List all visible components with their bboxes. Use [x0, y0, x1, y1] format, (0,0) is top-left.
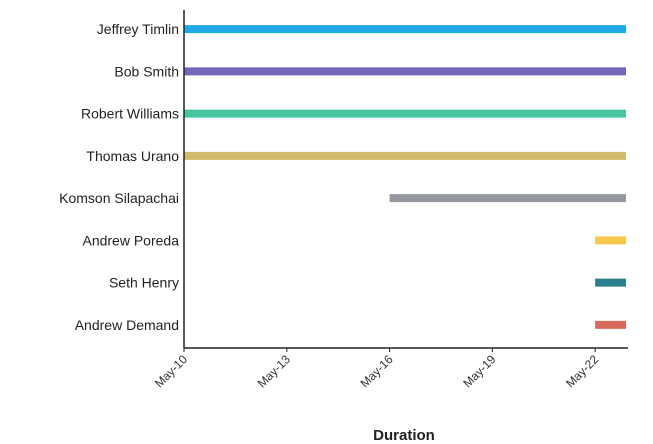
bar-robert-williams	[184, 109, 626, 118]
y-label-komson-silapachai: Komson Silapachai	[59, 190, 179, 206]
x-tick-label: May-10	[152, 352, 190, 390]
x-axis-ticks: May-10 May-13 May-16 May-19 May-22	[152, 348, 602, 390]
bar-thomas-urano	[184, 151, 626, 160]
x-tick-label: May-13	[255, 352, 293, 390]
bar-andrew-poreda	[595, 236, 626, 245]
bar-bob-smith	[184, 67, 626, 76]
y-label-jeffrey-timlin: Jeffrey Timlin	[97, 21, 179, 37]
x-tick-label: May-19	[460, 352, 498, 390]
bar-andrew-demand	[595, 320, 626, 329]
y-label-thomas-urano: Thomas Urano	[86, 148, 179, 164]
y-label-andrew-poreda: Andrew Poreda	[82, 232, 179, 248]
bar-jeffrey-timlin	[184, 25, 626, 34]
x-tick-label: May-22	[563, 352, 601, 390]
bar-seth-henry	[595, 278, 626, 287]
y-label-seth-henry: Seth Henry	[109, 275, 179, 291]
y-label-andrew-demand: Andrew Demand	[75, 317, 179, 333]
x-axis-title: Duration	[373, 427, 435, 444]
y-axis-labels: Jeffrey Timlin Bob Smith Robert Williams Th…	[59, 21, 179, 333]
y-label-bob-smith: Bob Smith	[114, 63, 179, 79]
bar-komson-silapachai	[389, 194, 626, 203]
y-label-robert-williams: Robert Williams	[81, 106, 179, 122]
x-tick-label: May-16	[358, 352, 396, 390]
bars-group	[184, 25, 626, 329]
